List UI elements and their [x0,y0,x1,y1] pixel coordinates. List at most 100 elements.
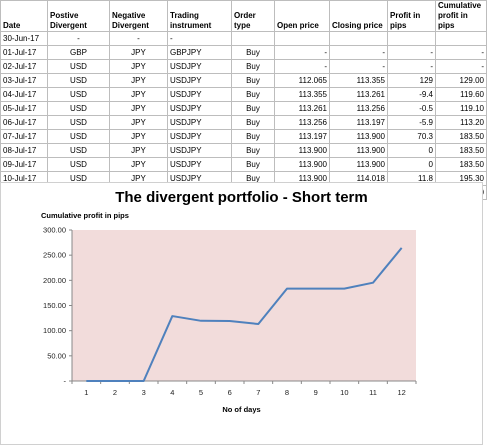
x-tick-label: 6 [228,388,232,397]
table-row: 04-Jul-17 USD JPY USDJPY Buy 113.355 113.261 -9… [0,87,487,102]
table-header-row: Date Postive Divergent Negative Divergent T… [0,0,487,32]
table-cell: 07-Jul-17 [0,129,48,144]
table-cell: -9.4 [387,87,436,102]
series-line [86,247,403,382]
table-cell: 113.355 [329,73,388,88]
table-cell: JPY [109,101,168,116]
y-tick-label: 250.00 [43,251,66,260]
table-cell [329,31,388,46]
table-cell: 113.261 [274,101,330,116]
table-cell: 04-Jul-17 [0,87,48,102]
table-cell: USD [47,73,110,88]
table-cell: Buy [231,73,275,88]
table-cell: 113.900 [329,143,388,158]
table-cell: JPY [109,157,168,172]
table-cell: 129.00 [435,73,487,88]
table-cell: -0.5 [387,101,436,116]
table-cell: 113.900 [274,157,330,172]
table-cell: -5.9 [387,115,436,130]
table-row: 06-Jul-17 USD JPY USDJPY Buy 113.256 113.197 -5… [0,115,487,130]
table-cell: 09-Jul-17 [0,157,48,172]
table-cell: 05-Jul-17 [0,101,48,116]
table-cell [435,31,487,46]
table-cell: 02-Jul-17 [0,59,48,74]
table-cell: USDJPY [167,115,232,130]
table-cell: Buy [231,143,275,158]
x-tick-label: 3 [142,388,146,397]
chart-container: The divergent portfolio - Short term Cum… [0,182,483,445]
column-header: Cumulative profit in pips [435,0,487,32]
x-tick-label: 11 [369,388,377,397]
table-cell: USDJPY [167,101,232,116]
table-cell: 183.50 [435,157,487,172]
x-tick-label: 12 [397,388,405,397]
y-tick-label: 100.00 [43,326,66,335]
table-cell: Buy [231,87,275,102]
x-tick-label: 9 [314,388,318,397]
x-tick-label: 2 [113,388,117,397]
table-cell: Buy [231,59,275,74]
table-cell: Buy [231,157,275,172]
table-cell: 113.900 [329,129,388,144]
table-cell: 0 [387,157,436,172]
y-tick-label: - [64,377,67,386]
table-cell: - [435,59,487,74]
table-cell: JPY [109,115,168,130]
column-header: Order type [231,0,275,32]
table-cell: 113.197 [274,129,330,144]
table-cell: - [167,31,232,46]
x-tick-label: 5 [199,388,203,397]
table-cell: USD [47,59,110,74]
table-cell: USD [47,87,110,102]
table-cell: JPY [109,87,168,102]
table-row: 01-Jul-17 GBP JPY GBPJPY Buy - - - - [0,45,487,60]
plot-area [72,230,416,381]
x-tick-label: 8 [285,388,289,397]
table-cell: - [47,31,110,46]
table-cell: - [274,45,330,60]
table-cell: 01-Jul-17 [0,45,48,60]
table-cell: USDJPY [167,87,232,102]
table-cell: USDJPY [167,157,232,172]
table-cell: USDJPY [167,143,232,158]
y-tick-label: 50.00 [47,351,66,360]
x-tick-label: 1 [84,388,88,397]
table-cell: - [329,45,388,60]
table-cell: USD [47,129,110,144]
table-row: 07-Jul-17 USD JPY USDJPY Buy 113.197 113.900 70… [0,129,487,144]
y-tick-label: 150.00 [43,301,66,310]
table-cell: 119.60 [435,87,487,102]
table-cell: USD [47,101,110,116]
table-row: 03-Jul-17 USD JPY USDJPY Buy 112.065 113.355 12… [0,73,487,88]
table-cell: 119.10 [435,101,487,116]
table-cell: USD [47,157,110,172]
table-row: 30-Jun-17- - - [0,31,487,46]
table-cell: Buy [231,101,275,116]
table-cell: 113.20 [435,115,487,130]
table-cell: 113.256 [329,101,388,116]
table-cell [231,31,275,46]
column-header: Closing price [329,0,388,32]
column-header: Trading instrument [167,0,232,32]
table-cell: JPY [109,45,168,60]
x-axis-label: No of days [222,405,261,414]
table-cell: GBPJPY [167,45,232,60]
table-cell: JPY [109,73,168,88]
table-cell [387,31,436,46]
table-row: 09-Jul-17 USD JPY USDJPY Buy 113.900 113.900 0 1… [0,157,487,172]
table-cell: 113.197 [329,115,388,130]
table-cell: JPY [109,143,168,158]
y-tick-label: 300.00 [43,226,66,235]
table-cell: 113.900 [274,143,330,158]
table-cell: USDJPY [167,73,232,88]
table-cell: 113.261 [329,87,388,102]
table-cell: USD [47,143,110,158]
column-header: Negative Divergent [109,0,168,32]
table-row: 02-Jul-17 USD JPY USDJPY Buy - - - - [0,59,487,74]
table-cell: 08-Jul-17 [0,143,48,158]
table-cell: 30-Jun-17 [0,31,48,46]
table-cell: 113.256 [274,115,330,130]
table-cell: - [329,59,388,74]
x-tick-label: 4 [170,388,174,397]
